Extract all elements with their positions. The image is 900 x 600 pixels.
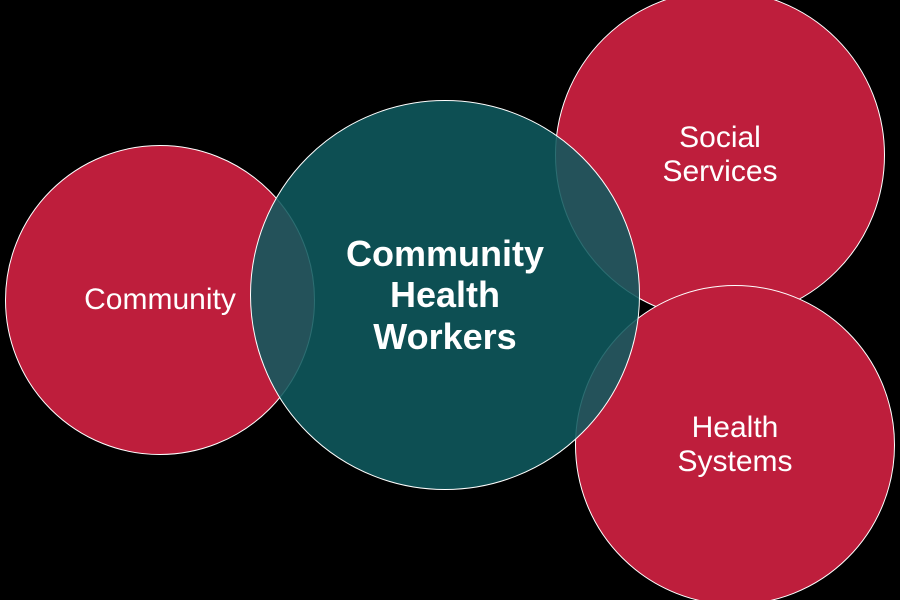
circle-health-systems-label: Health Systems xyxy=(665,411,804,480)
circle-social-services-label: Social Services xyxy=(650,121,789,190)
circle-community-health-workers-label: Community Health Workers xyxy=(334,233,556,357)
circle-community-health-workers: Community Health Workers xyxy=(250,100,640,490)
venn-diagram: Community Social Services Health Systems… xyxy=(0,0,900,600)
circle-community-label: Community xyxy=(72,283,248,318)
